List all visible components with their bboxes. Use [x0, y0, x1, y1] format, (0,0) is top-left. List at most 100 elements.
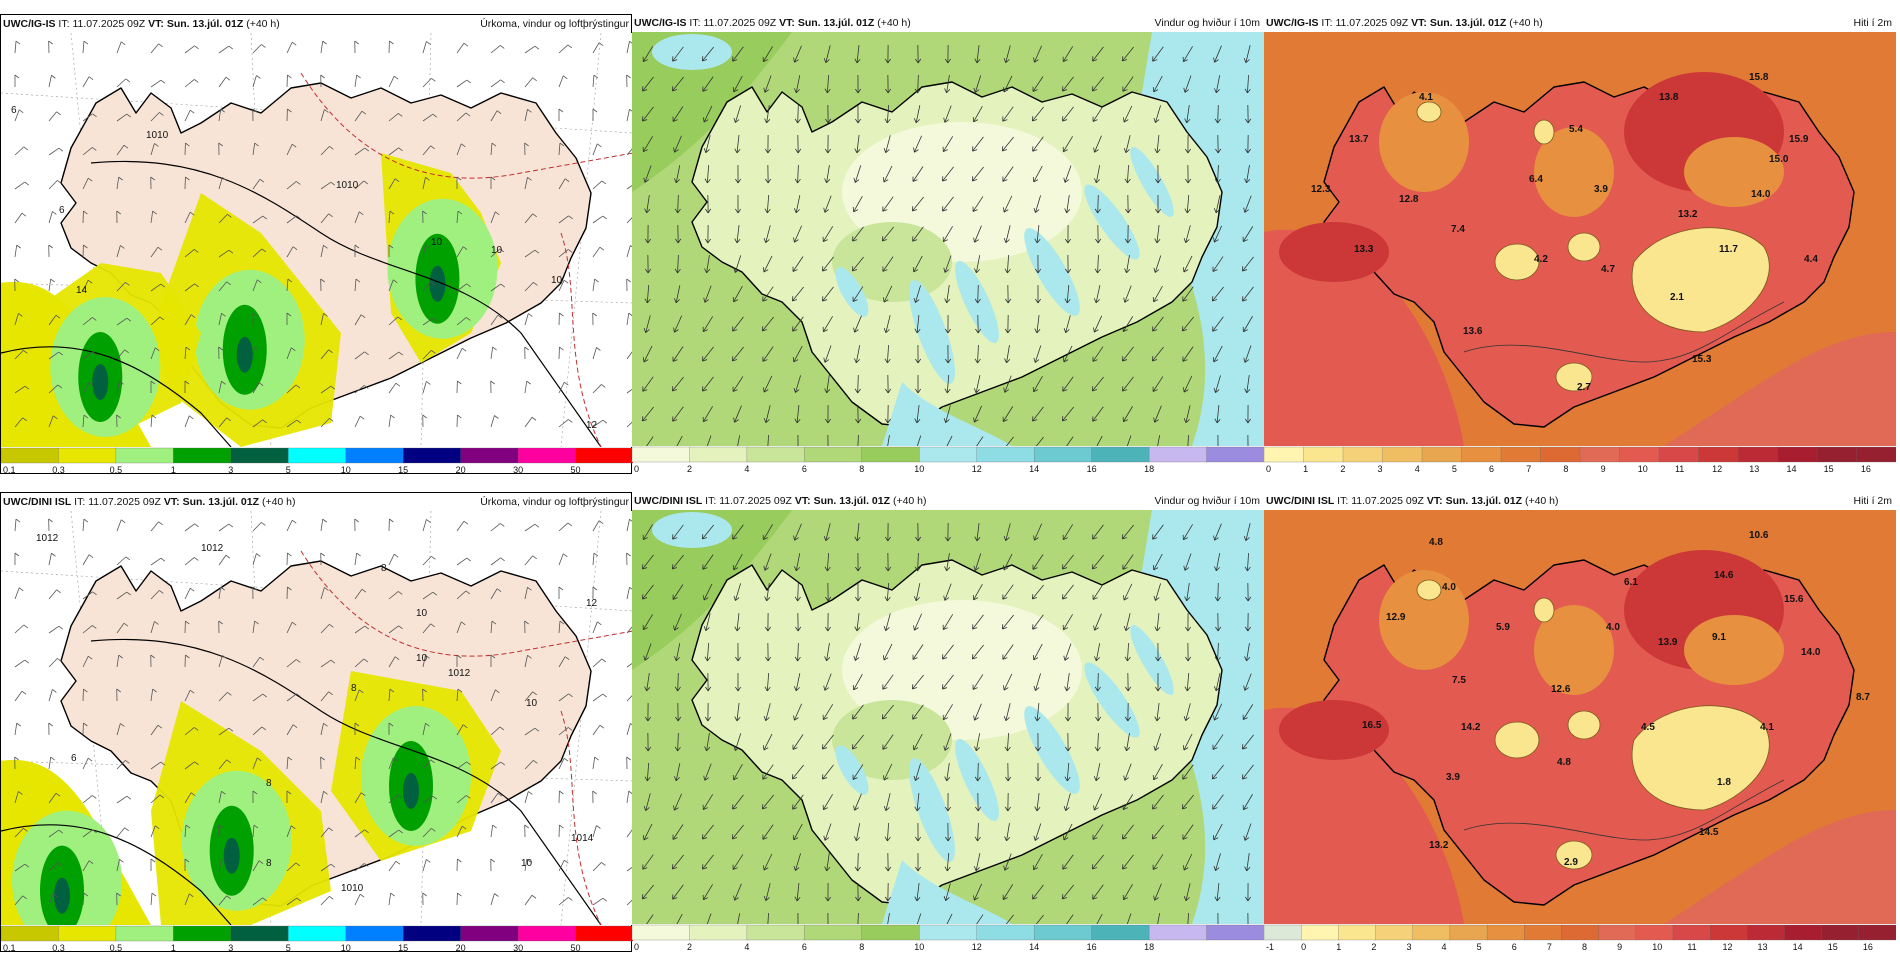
colorbar-swatch — [1710, 925, 1748, 940]
colorbar-swatch — [632, 925, 690, 940]
temperature-value: 6.4 — [1529, 174, 1543, 185]
contour-label: 8 — [351, 683, 357, 694]
colorbar-swatch — [689, 447, 747, 462]
colorbar-tick-label: 5 — [1452, 464, 1457, 474]
init-time: 11.07.2025 09Z — [719, 495, 792, 507]
colorbar-swatch — [1207, 447, 1264, 462]
colorbar-swatch — [1, 926, 59, 941]
colorbar-swatch — [403, 926, 461, 941]
temperature-value: 4.4 — [1804, 254, 1818, 265]
colorbar-tick-label: 15 — [398, 943, 408, 953]
colorbar-swatch — [1487, 925, 1525, 940]
temperature-value: 12.8 — [1399, 194, 1419, 205]
colorbar-swatch — [1524, 925, 1562, 940]
colorbar-tick-label: 1 — [171, 465, 176, 475]
lead-time: (+40 h) — [893, 495, 927, 507]
colorbar-swatch — [919, 925, 977, 940]
colorbar-tick-label: 0 — [1301, 942, 1306, 952]
colorbar-tick-label: 16 — [1087, 942, 1097, 952]
colorbar-swatch — [1747, 925, 1785, 940]
colorbar-swatch — [689, 925, 747, 940]
colorbar-tick-label: 3 — [228, 465, 233, 475]
colorbar-swatch — [1264, 925, 1302, 940]
model-name: UWC/DINI ISL — [634, 495, 702, 507]
contour-label: 1010 — [341, 883, 364, 894]
colorbar-tick-label: 11 — [1675, 464, 1684, 474]
cold-spot — [1568, 711, 1600, 739]
colorbar-tick-label: 2 — [687, 942, 692, 952]
model-name: UWC/DINI ISL — [3, 496, 71, 508]
field-title: Vindur og hviður í 10m — [1155, 14, 1260, 32]
contour-label: 6 — [59, 205, 65, 216]
temperature-value: 5.9 — [1496, 622, 1510, 633]
precip-core — [403, 773, 419, 809]
contour-label: 1010 — [336, 180, 359, 191]
colorbar-swatch — [1376, 925, 1414, 940]
colorbar-swatch — [1599, 925, 1637, 940]
colorbar-swatch — [1092, 447, 1150, 462]
colorbar-swatch — [1784, 925, 1822, 940]
colorbar-tick-label: 14 — [1029, 464, 1039, 474]
map-svg — [632, 510, 1264, 924]
contour-label: 10 — [416, 608, 428, 619]
model-name: UWC/IG-IS — [1266, 17, 1319, 29]
colorbar-swatch — [1034, 925, 1092, 940]
colorbar-tick-label: 1 — [171, 943, 176, 953]
colorbar-swatch — [977, 925, 1035, 940]
colorbar-tick-label: 10 — [1652, 942, 1662, 952]
colorbar-tick-label: 10 — [914, 942, 924, 952]
colorbar-swatch — [862, 447, 920, 462]
temperature-value: 13.2 — [1429, 840, 1449, 851]
colorbar-swatch — [116, 448, 174, 463]
colorbar-swatch — [1462, 447, 1502, 462]
colorbar-tick-label: 3 — [1406, 942, 1411, 952]
temperature-value: 15.8 — [1749, 72, 1769, 83]
cold-spot — [1495, 722, 1539, 758]
colorbar-tick-label: 5 — [286, 465, 291, 475]
field-title: Hiti í 2m — [1853, 14, 1892, 32]
colorbar-swatch — [288, 926, 346, 941]
temperature-value: 13.2 — [1678, 209, 1698, 220]
panel-dini-precip: UWC/DINI ISL IT: 11.07.2025 09Z VT: Sun.… — [0, 492, 632, 952]
valid-time: Sun. 13.júl. 01Z — [183, 496, 259, 508]
cold-spot — [1568, 233, 1600, 261]
contour-label: 10 — [551, 275, 563, 286]
colorbar-tick-label: 2 — [687, 464, 692, 474]
colorbar-swatch — [346, 448, 404, 463]
colorbar-swatch — [1541, 447, 1581, 462]
colorbar-tick-label: 0 — [634, 942, 639, 952]
colorbar-swatch — [1343, 447, 1383, 462]
model-name: UWC/IG-IS — [634, 17, 687, 29]
temperature-value: 7.5 — [1452, 675, 1466, 686]
colorbar-tick-label: 7 — [1547, 942, 1552, 952]
field-title: Úrkoma, vindur og loftþrýstingur — [480, 493, 629, 511]
colorbar-tick-label: 11 — [1687, 942, 1696, 952]
temperature-value: 13.3 — [1354, 244, 1374, 255]
colorbar-swatch — [1699, 447, 1739, 462]
contour-label: 12 — [586, 598, 598, 609]
colorbar-swatch — [1859, 925, 1896, 940]
lead-time: (+40 h) — [1525, 495, 1559, 507]
contour-label: 8 — [381, 563, 387, 574]
colorbar-tick-label: 5 — [1477, 942, 1482, 952]
temperature-value: 13.7 — [1349, 134, 1369, 145]
colorbar-swatch — [1673, 925, 1711, 940]
contour-label: 10 — [416, 653, 428, 664]
wind-map — [632, 510, 1264, 924]
gust-area — [652, 512, 732, 548]
colorbar-swatch — [1620, 447, 1660, 462]
temperature-value: 13.9 — [1658, 637, 1678, 648]
colorbar-tick-label: 14 — [1029, 942, 1039, 952]
colorbar-tick-label: 14 — [1786, 464, 1796, 474]
temperature-value: 15.9 — [1789, 134, 1809, 145]
panel-igis-temp: UWC/IG-IS IT: 11.07.2025 09Z VT: Sun. 13… — [1264, 14, 1896, 474]
colorbar-tick-label: 5 — [286, 943, 291, 953]
colorbar-tick-label: 4 — [744, 942, 749, 952]
